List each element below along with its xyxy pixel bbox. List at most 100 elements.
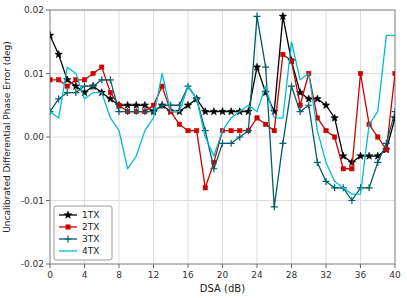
point-marker bbox=[350, 167, 354, 171]
point-marker bbox=[341, 167, 345, 171]
y-tick-label: 0.02 bbox=[24, 5, 44, 15]
point-marker bbox=[141, 101, 149, 108]
chart: 0481216202428323640-0.02-0.010.000.010.0… bbox=[0, 0, 407, 298]
y-tick bbox=[46, 200, 50, 201]
x-tick-label: 12 bbox=[148, 270, 159, 280]
point-marker bbox=[332, 135, 336, 139]
x-tick-label: 36 bbox=[355, 270, 367, 280]
point-marker bbox=[184, 101, 192, 108]
point-marker bbox=[72, 89, 79, 96]
x-tick bbox=[153, 264, 154, 268]
point-marker bbox=[107, 76, 114, 83]
point-marker bbox=[255, 116, 259, 120]
point-marker bbox=[324, 128, 328, 132]
x-tick bbox=[326, 264, 327, 268]
point-marker bbox=[219, 140, 226, 147]
point-marker bbox=[210, 108, 218, 115]
point-marker bbox=[297, 108, 304, 115]
point-marker bbox=[331, 114, 339, 121]
series-line bbox=[50, 35, 395, 194]
point-marker bbox=[100, 65, 104, 69]
x-tick-label: 4 bbox=[82, 270, 88, 280]
x-tick-label: 20 bbox=[217, 270, 229, 280]
point-marker bbox=[56, 78, 60, 82]
point-marker bbox=[91, 71, 95, 75]
y-tick-label: -0.01 bbox=[21, 196, 44, 206]
x-tick bbox=[84, 264, 85, 268]
legend-swatch bbox=[59, 250, 77, 251]
point-marker bbox=[116, 108, 123, 115]
point-marker bbox=[227, 108, 235, 115]
point-marker bbox=[348, 197, 355, 204]
point-marker bbox=[133, 108, 140, 115]
point-marker bbox=[383, 140, 390, 147]
point-marker bbox=[238, 128, 242, 132]
x-tick bbox=[119, 264, 120, 268]
series-markers bbox=[50, 13, 395, 211]
point-marker bbox=[314, 159, 321, 166]
x-tick-label: 0 bbox=[47, 270, 53, 280]
point-marker bbox=[132, 101, 140, 108]
y-grid-line bbox=[50, 137, 395, 138]
point-marker bbox=[201, 108, 209, 115]
legend-box bbox=[54, 206, 112, 260]
y-tick-label: 0.01 bbox=[24, 69, 44, 79]
legend-marker bbox=[66, 225, 70, 229]
y-tick-label: 0.00 bbox=[24, 132, 44, 142]
grid bbox=[50, 10, 395, 264]
point-marker bbox=[245, 127, 252, 134]
x-tick-label: 32 bbox=[320, 270, 331, 280]
point-marker bbox=[210, 165, 217, 172]
point-marker bbox=[281, 52, 285, 56]
y-tick bbox=[46, 10, 50, 11]
plot-frame bbox=[50, 10, 395, 264]
plot-area bbox=[50, 12, 395, 210]
x-tick-label: 28 bbox=[286, 270, 298, 280]
point-marker bbox=[141, 108, 148, 115]
point-marker bbox=[89, 82, 97, 89]
point-marker bbox=[177, 122, 181, 126]
point-marker bbox=[323, 178, 330, 185]
point-marker bbox=[305, 102, 312, 109]
point-marker bbox=[365, 152, 373, 159]
point-marker bbox=[279, 140, 286, 147]
point-marker bbox=[159, 102, 166, 109]
x-tick bbox=[50, 264, 51, 268]
point-marker bbox=[236, 134, 243, 141]
x-tick-label: 24 bbox=[251, 270, 263, 280]
point-marker bbox=[254, 13, 261, 20]
point-marker bbox=[124, 108, 131, 115]
x-tick bbox=[188, 264, 189, 268]
point-marker bbox=[229, 128, 233, 132]
legend: 1TX 2TX 3TX 4TX bbox=[54, 206, 112, 260]
point-marker bbox=[331, 184, 338, 191]
point-marker bbox=[98, 76, 105, 83]
point-marker bbox=[245, 108, 253, 115]
point-marker bbox=[357, 152, 365, 159]
point-marker bbox=[90, 83, 97, 90]
point-marker bbox=[50, 31, 54, 38]
series-line bbox=[50, 54, 395, 187]
legend-label: 3TX bbox=[82, 234, 99, 244]
legend-marker bbox=[65, 236, 72, 243]
point-marker bbox=[194, 128, 198, 132]
point-marker bbox=[263, 122, 267, 126]
x-tick bbox=[291, 264, 292, 268]
y-tick bbox=[46, 73, 50, 74]
legend-label: 1TX bbox=[82, 210, 99, 220]
y-tick bbox=[46, 137, 50, 138]
y-grid-line bbox=[50, 73, 395, 74]
point-marker bbox=[64, 89, 71, 96]
point-marker bbox=[262, 64, 269, 71]
point-marker bbox=[374, 159, 381, 166]
y-grid-line bbox=[50, 200, 395, 201]
point-marker bbox=[150, 108, 157, 115]
point-marker bbox=[150, 108, 158, 115]
point-marker bbox=[55, 50, 63, 57]
point-marker bbox=[288, 83, 295, 90]
series-line bbox=[50, 16, 395, 162]
legend-label: 4TX bbox=[82, 246, 99, 256]
point-marker bbox=[253, 63, 261, 70]
point-marker bbox=[65, 84, 69, 88]
legend-label: 2TX bbox=[82, 222, 99, 232]
